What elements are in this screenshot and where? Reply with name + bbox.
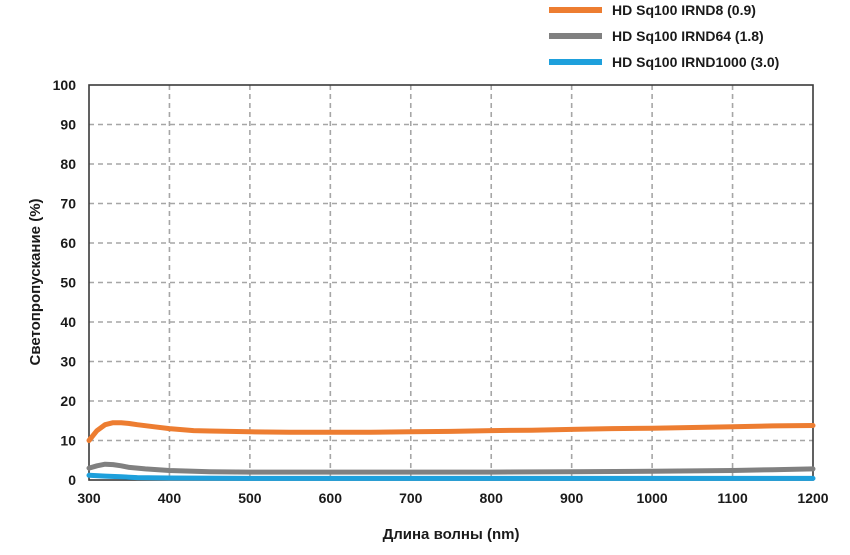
grid-lines <box>89 85 813 480</box>
chart-legend: HD Sq100 IRND8 (0.9) HD Sq100 IRND64 (1.8… <box>549 2 779 70</box>
x-tick-label: 400 <box>158 490 182 506</box>
y-tick-label: 70 <box>60 196 76 212</box>
legend-label: HD Sq100 IRND8 (0.9) <box>612 2 756 18</box>
series-line-1 <box>86 420 816 443</box>
x-tick-label: 1100 <box>717 490 748 506</box>
y-tick-label: 50 <box>60 275 76 291</box>
y-tick-label: 100 <box>53 77 77 93</box>
y-tick-label: 10 <box>60 433 76 449</box>
y-tick-label: 60 <box>60 235 76 251</box>
x-tick-label: 700 <box>399 490 423 506</box>
series-line-3 <box>86 472 816 481</box>
x-axis-ticks: 300 400 500 600 700 800 900 1000 1100 1200 <box>77 490 828 506</box>
y-tick-label: 0 <box>68 472 76 488</box>
x-tick-label: 1200 <box>797 490 828 506</box>
y-axis-title: Светопропускание (%) <box>27 198 44 365</box>
series-line-2 <box>86 461 816 475</box>
x-tick-label: 300 <box>77 490 101 506</box>
legend-item: HD Sq100 IRND1000 (3.0) <box>549 54 779 70</box>
x-tick-label: 500 <box>238 490 262 506</box>
x-tick-label: 600 <box>319 490 343 506</box>
x-tick-label: 1000 <box>637 490 668 506</box>
series-layer <box>86 420 816 481</box>
y-tick-label: 90 <box>60 117 76 133</box>
x-axis-title: Длина волны (nm) <box>383 526 520 543</box>
legend-item: HD Sq100 IRND8 (0.9) <box>549 2 756 18</box>
y-tick-label: 30 <box>60 354 76 370</box>
x-tick-label: 900 <box>560 490 584 506</box>
legend-item: HD Sq100 IRND64 (1.8) <box>549 28 764 44</box>
legend-label: HD Sq100 IRND1000 (3.0) <box>612 54 779 70</box>
legend-label: HD Sq100 IRND64 (1.8) <box>612 28 764 44</box>
y-axis-ticks: 0 10 20 30 40 50 60 70 80 90 100 <box>53 77 77 488</box>
y-tick-label: 40 <box>60 314 76 330</box>
x-tick-label: 800 <box>480 490 504 506</box>
y-tick-label: 80 <box>60 156 76 172</box>
y-tick-label: 20 <box>60 393 76 409</box>
